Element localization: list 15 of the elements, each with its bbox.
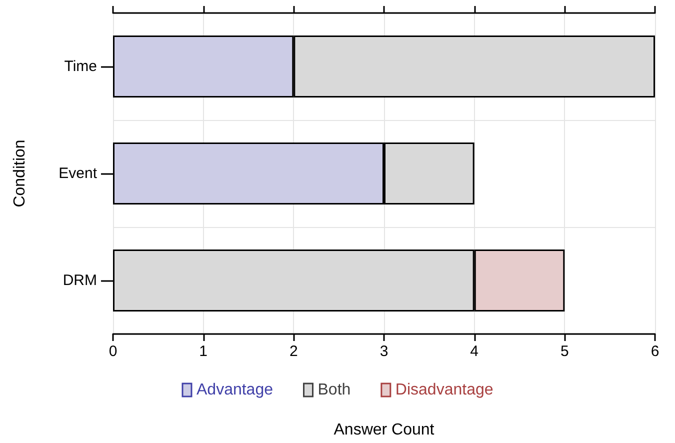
x-tick-label: 4	[470, 343, 479, 360]
y-tick-label: Time	[64, 58, 97, 75]
x-tick-label: 3	[380, 343, 388, 360]
y-tick-label: Event	[58, 165, 98, 182]
x-tick-label: 6	[650, 343, 660, 360]
x-tick-label: 5	[560, 343, 569, 360]
x-tick-label: 2	[289, 343, 298, 360]
legend-label: Advantage	[196, 382, 274, 398]
x-tick-label: 0	[108, 343, 118, 360]
y-axis-title: Condition	[12, 140, 28, 208]
x-tick-label: 1	[199, 343, 208, 360]
x-axis-title: Answer Count	[334, 422, 435, 438]
legend-label: Both	[318, 382, 351, 398]
legend-label: Disadvantage	[395, 382, 494, 398]
y-tick-label: DRM	[62, 272, 97, 289]
